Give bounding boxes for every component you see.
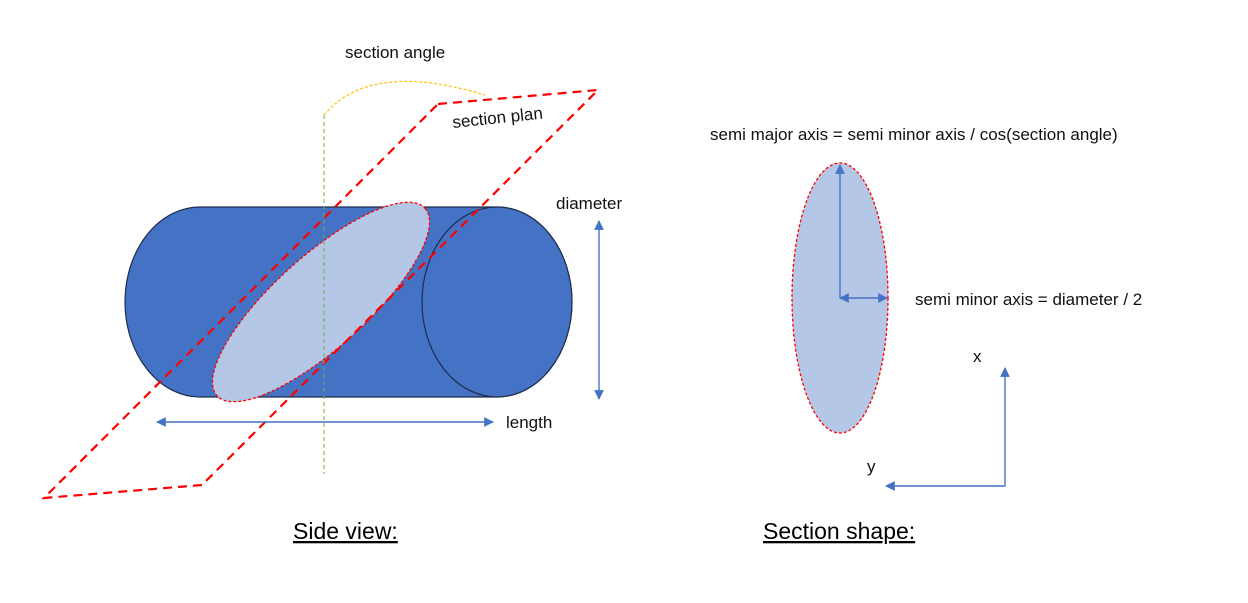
section-angle-label: section angle [345, 43, 445, 62]
section-plan-label: section plan [451, 104, 543, 132]
section-angle-arc [323, 80, 486, 116]
cylinder-end-face [421, 206, 573, 398]
side-view-caption: Side view: [293, 518, 398, 544]
length-label: length [506, 413, 552, 432]
axis-y-label: y [867, 457, 876, 476]
section-shape-caption: Section shape: [763, 518, 915, 544]
semi-minor-formula: semi minor axis = diameter / 2 [915, 290, 1142, 309]
section-ellipse-side [211, 201, 431, 403]
semi-major-formula: semi major axis = semi minor axis / cos(… [710, 125, 1118, 144]
axis-x-label: x [973, 347, 982, 366]
section-plane [41, 88, 601, 500]
diameter-label: diameter [556, 194, 622, 213]
coordinate-axes [885, 367, 1010, 491]
